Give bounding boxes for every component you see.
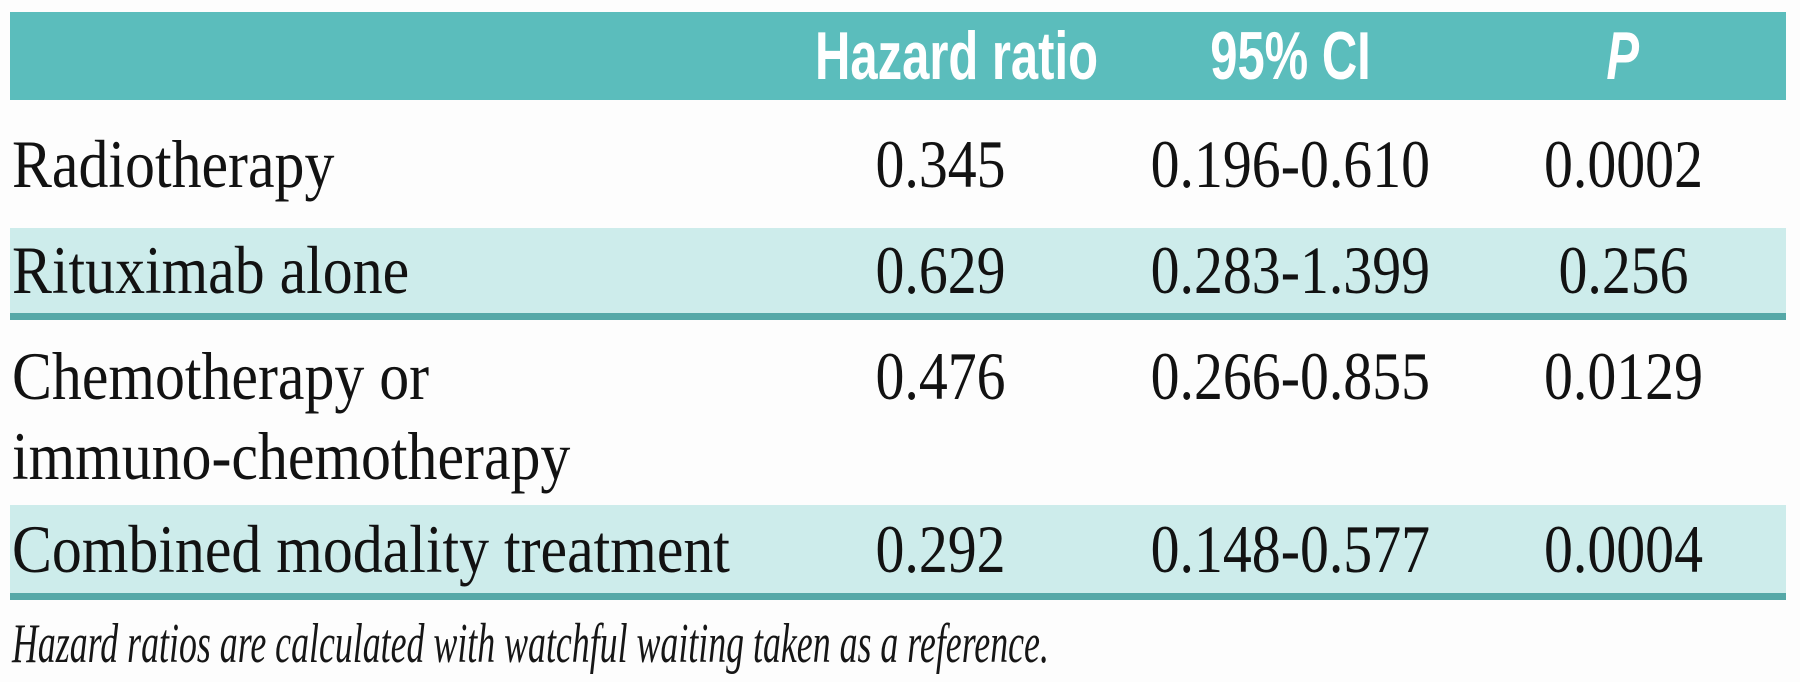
col-header-p: P	[1460, 12, 1786, 100]
table-row-radiotherapy: Radiotherapy 0.345 0.196-0.610 0.0002	[10, 100, 1786, 228]
row-label: Rituximab alone	[12, 232, 410, 308]
ci-value: 0.266-0.855	[1150, 338, 1430, 414]
col-header-ci: 95% CI	[1120, 12, 1460, 100]
col-header-hazard-ratio-label: Hazard ratio	[815, 18, 1098, 94]
table-header-row: Hazard ratio 95% CI P	[10, 12, 1786, 100]
hazard-ratio-value: 0.345	[874, 125, 1006, 202]
table-footnote: Hazard ratios are calculated with watchf…	[12, 613, 1049, 675]
p-value: 0.0002	[1543, 125, 1703, 202]
ci-value: 0.148-0.577	[1150, 510, 1430, 587]
row-label: Radiotherapy	[12, 125, 335, 202]
p-value: 0.0004	[1543, 510, 1703, 587]
table: Hazard ratio 95% CI P Radiotherapy 0.345…	[10, 12, 1786, 676]
col-header-hazard-ratio: Hazard ratio	[760, 12, 1120, 100]
table-row-rituximab-alone: Rituximab alone 0.629 0.283-1.399 0.256	[10, 228, 1786, 320]
row-label: Chemotherapy or immuno-chemotherapy	[12, 338, 571, 494]
p-value: 0.0129	[1543, 338, 1703, 414]
hazard-ratio-value: 0.476	[874, 338, 1006, 414]
col-header-p-label: P	[1606, 18, 1640, 94]
hazard-ratio-value: 0.629	[874, 232, 1006, 308]
p-value: 0.256	[1557, 232, 1689, 308]
row-label: Combined modality treatment	[12, 510, 730, 587]
ci-value: 0.283-1.399	[1150, 232, 1430, 308]
table-row-chemotherapy-or-immuno-chemotherapy: Chemotherapy or immuno-chemotherapy 0.47…	[10, 320, 1786, 505]
hazard-ratio-value: 0.292	[874, 510, 1006, 587]
col-header-ci-label: 95% CI	[1209, 18, 1371, 94]
ci-value: 0.196-0.610	[1150, 125, 1430, 202]
table-row-combined-modality-treatment: Combined modality treatment 0.292 0.148-…	[10, 505, 1786, 600]
